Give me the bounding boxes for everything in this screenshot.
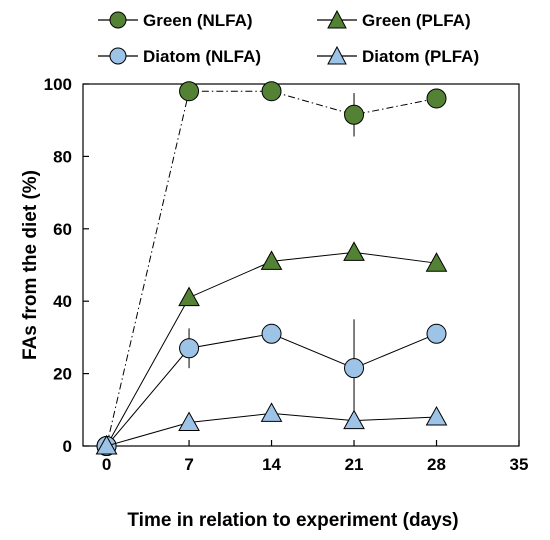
x-tick-label-4: 28 xyxy=(427,455,446,474)
y-axis-title: FAs from the diet (%) xyxy=(20,170,41,360)
series-2-point-1 xyxy=(179,338,200,359)
series-1-point-4 xyxy=(425,252,448,272)
series-1 xyxy=(95,241,448,455)
legend-marker-0 xyxy=(109,11,127,29)
series-3 xyxy=(95,402,448,455)
y-tick-label-0: 0 xyxy=(63,437,72,456)
series-3-point-1 xyxy=(178,411,200,431)
series-0-point-3 xyxy=(344,104,365,125)
y-tick-label-1: 20 xyxy=(53,365,72,384)
series-2 xyxy=(96,319,447,456)
series-1-point-2 xyxy=(260,250,283,270)
y-tick-label-5: 100 xyxy=(44,75,72,94)
legend-item-3: Diatom (PLFA) xyxy=(317,45,479,66)
y-tick-label-4: 80 xyxy=(53,147,72,166)
legend: Green (NLFA) Green (PLFA) Diatom (NLFA) … xyxy=(98,9,479,66)
legend-item-0: Green (NLFA) xyxy=(98,11,253,30)
y-tick-label-3: 60 xyxy=(53,220,72,239)
legend-label-0: Green (NLFA) xyxy=(143,11,253,30)
series-1-point-3 xyxy=(343,241,365,261)
series-group xyxy=(95,81,448,456)
series-3-point-3 xyxy=(343,409,365,430)
series-2-point-4 xyxy=(426,323,447,344)
x-tick-label-0: 0 xyxy=(102,455,111,474)
series-2-line xyxy=(106,333,437,447)
legend-label-3: Diatom (PLFA) xyxy=(362,47,479,66)
x-tick-label-1: 7 xyxy=(184,455,193,474)
legend-label-1: Green (PLFA) xyxy=(362,11,471,30)
legend-marker-1 xyxy=(327,9,347,29)
series-3-point-2 xyxy=(260,402,283,422)
series-3-point-4 xyxy=(425,406,448,426)
legend-marker-3 xyxy=(327,45,347,65)
series-0-line xyxy=(106,90,437,447)
series-0-point-1 xyxy=(179,81,200,102)
series-0-point-2 xyxy=(261,81,282,102)
series-3-point-0 xyxy=(95,434,118,455)
legend-label-2: Diatom (NLFA) xyxy=(143,47,261,66)
legend-item-1: Green (PLFA) xyxy=(317,9,471,30)
series-0-point-4 xyxy=(426,88,447,109)
x-tick-label-5: 35 xyxy=(510,455,529,474)
series-1-point-1 xyxy=(178,286,200,307)
x-axis-title: Time in relation to experiment (days) xyxy=(127,510,458,531)
legend-marker-2 xyxy=(109,47,127,65)
x-tick-label-3: 21 xyxy=(345,455,364,474)
x-tick-label-2: 14 xyxy=(262,455,281,474)
series-2-point-2 xyxy=(261,323,282,344)
axes: 0 20 40 60 80 100 0 7 14 21 28 35 xyxy=(44,75,529,474)
plot-area xyxy=(82,83,520,447)
series-2-point-3 xyxy=(344,358,365,379)
legend-item-2: Diatom (NLFA) xyxy=(98,47,261,66)
y-tick-label-2: 40 xyxy=(53,292,72,311)
